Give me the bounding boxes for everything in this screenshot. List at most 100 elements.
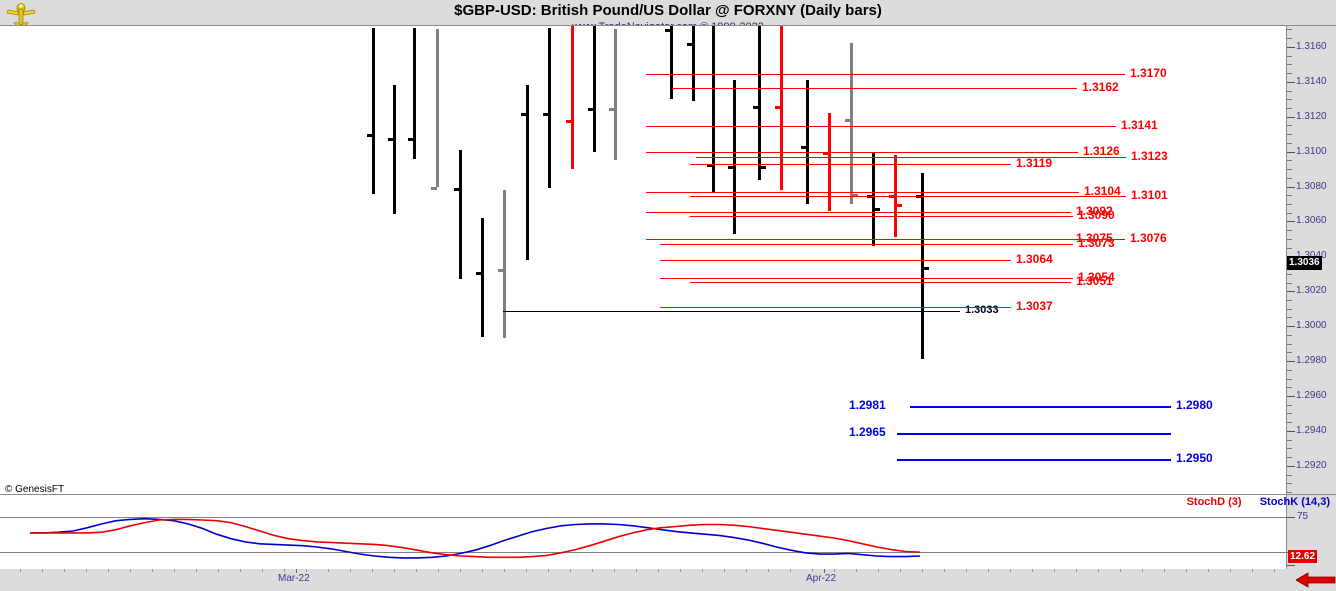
price-axis-tick [1287, 116, 1295, 118]
resistance-line[interactable] [646, 152, 1078, 153]
price-axis-minor-tick [1287, 204, 1292, 205]
price-axis-minor-tick [1287, 335, 1292, 336]
resistance-line[interactable] [690, 282, 1071, 283]
ohlc-close-tick [874, 207, 880, 211]
price-axis-minor-tick [1287, 352, 1292, 353]
ohlc-bar[interactable] [828, 113, 831, 211]
ohlc-open-tick [753, 106, 759, 110]
ohlc-bar[interactable] [571, 26, 574, 170]
resistance-line[interactable] [690, 216, 1073, 217]
time-axis-minor-tick [174, 569, 175, 572]
red-arrow-icon [1296, 572, 1336, 588]
ohlc-bar[interactable] [692, 26, 695, 102]
stochastic-legend: StochD (3) StochK (14,3) [1187, 496, 1330, 508]
resistance-line-label: 1.3064 [1016, 252, 1053, 266]
ohlc-bar[interactable] [481, 217, 484, 337]
price-axis-minor-tick [1287, 344, 1292, 345]
resistance-line[interactable] [660, 244, 1073, 245]
time-axis[interactable]: Mar-22 Apr-22 [0, 569, 1336, 591]
time-axis-minor-tick [988, 569, 989, 572]
price-chart-pane[interactable]: 1.3033 1.3170 1.3162 1.3141 1.3126 1.3123 1.31… [0, 25, 1286, 495]
support-line[interactable] [897, 459, 1171, 461]
price-axis-minor-tick [1287, 134, 1292, 135]
ohlc-bar[interactable] [712, 26, 715, 192]
ohlc-bar[interactable] [593, 26, 596, 152]
resistance-line[interactable] [660, 278, 1073, 279]
resistance-line[interactable] [646, 212, 1071, 213]
time-axis-minor-tick [86, 569, 87, 572]
time-axis-minor-tick [394, 569, 395, 572]
resistance-line[interactable] [672, 88, 1077, 89]
support-line[interactable] [910, 406, 1171, 408]
ohlc-bar[interactable] [850, 43, 853, 205]
time-axis-minor-tick [284, 569, 285, 572]
ohlc-bar[interactable] [872, 153, 875, 246]
price-axis-label: 1.3140 [1296, 75, 1327, 87]
price-axis-minor-tick [1287, 317, 1292, 318]
resistance-line[interactable] [646, 126, 1116, 127]
ohlc-bar[interactable] [548, 27, 551, 189]
time-axis-minor-tick [1076, 569, 1077, 572]
ohlc-bar[interactable] [526, 85, 529, 260]
price-axis-minor-tick [1287, 283, 1292, 284]
support-line[interactable] [897, 433, 1171, 435]
time-axis-minor-tick [1010, 569, 1011, 572]
resistance-line[interactable] [646, 192, 1079, 193]
resistance-line[interactable] [660, 260, 1011, 261]
pivot-line[interactable] [503, 311, 960, 312]
stochastic-axis[interactable]: 75012.62 [1286, 494, 1336, 572]
ohlc-bar[interactable] [921, 172, 924, 360]
time-axis-minor-tick [1098, 569, 1099, 572]
price-axis-minor-tick [1287, 91, 1292, 92]
stochd-legend-label[interactable]: StochD (3) [1186, 496, 1242, 508]
ohlc-bar[interactable] [780, 26, 783, 191]
pivot-line-label: 1.3033 [965, 304, 999, 316]
ohlc-close-tick [896, 204, 902, 208]
ohlc-bar[interactable] [372, 27, 375, 194]
ohlc-open-tick [431, 186, 437, 190]
price-axis-minor-tick [1287, 475, 1292, 476]
ohlc-bar[interactable] [436, 29, 439, 187]
stochastic-pane[interactable] [0, 494, 1286, 572]
ohlc-open-tick [543, 113, 549, 117]
price-axis-tick [1287, 46, 1295, 48]
stochk-legend-label[interactable]: StochK (14,3) [1259, 496, 1330, 508]
ohlc-bar[interactable] [670, 26, 673, 100]
resistance-line[interactable] [690, 164, 1011, 165]
stochastic-d-line [30, 518, 921, 559]
price-axis-tick [1287, 186, 1295, 188]
price-axis-minor-tick [1287, 300, 1292, 301]
price-axis-minor-tick [1287, 99, 1292, 100]
price-axis-minor-tick [1287, 457, 1292, 458]
time-axis-minor-tick [460, 569, 461, 572]
ohlc-open-tick [388, 137, 394, 141]
last-price-tag: 1.3036 [1287, 256, 1322, 271]
ohlc-bar[interactable] [459, 149, 462, 280]
resistance-line[interactable] [696, 157, 1126, 158]
ohlc-bar[interactable] [413, 27, 416, 159]
price-axis[interactable]: 1.3160 1.3140 1.3120 1.3100 1.3080 1.3060 1.30… [1286, 25, 1336, 495]
ohlc-bar[interactable] [806, 80, 809, 204]
ohlc-open-tick [476, 272, 482, 276]
ohlc-open-tick [728, 165, 734, 169]
ohlc-bar[interactable] [614, 29, 617, 161]
time-axis-minor-tick [570, 569, 571, 572]
resistance-line[interactable] [660, 239, 1125, 240]
resistance-line-label: 1.3037 [1016, 299, 1053, 313]
time-axis-minor-tick [1186, 569, 1187, 572]
price-axis-minor-tick [1287, 29, 1292, 30]
resistance-line[interactable] [646, 74, 1125, 75]
support-line-label: 1.2965 [849, 425, 886, 439]
ohlc-bar[interactable] [393, 85, 396, 215]
resistance-line[interactable] [660, 307, 1011, 308]
price-axis-minor-tick [1287, 213, 1292, 214]
ohlc-bar[interactable] [733, 80, 736, 234]
time-axis-minor-tick [966, 569, 967, 572]
time-axis-minor-tick [922, 569, 923, 572]
ohlc-bar[interactable] [503, 190, 506, 339]
time-axis-minor-tick [856, 569, 857, 572]
price-axis-minor-tick [1287, 274, 1292, 275]
resistance-line[interactable] [690, 196, 1126, 197]
price-axis-label: 1.3160 [1296, 40, 1327, 52]
ohlc-bar[interactable] [758, 26, 761, 180]
